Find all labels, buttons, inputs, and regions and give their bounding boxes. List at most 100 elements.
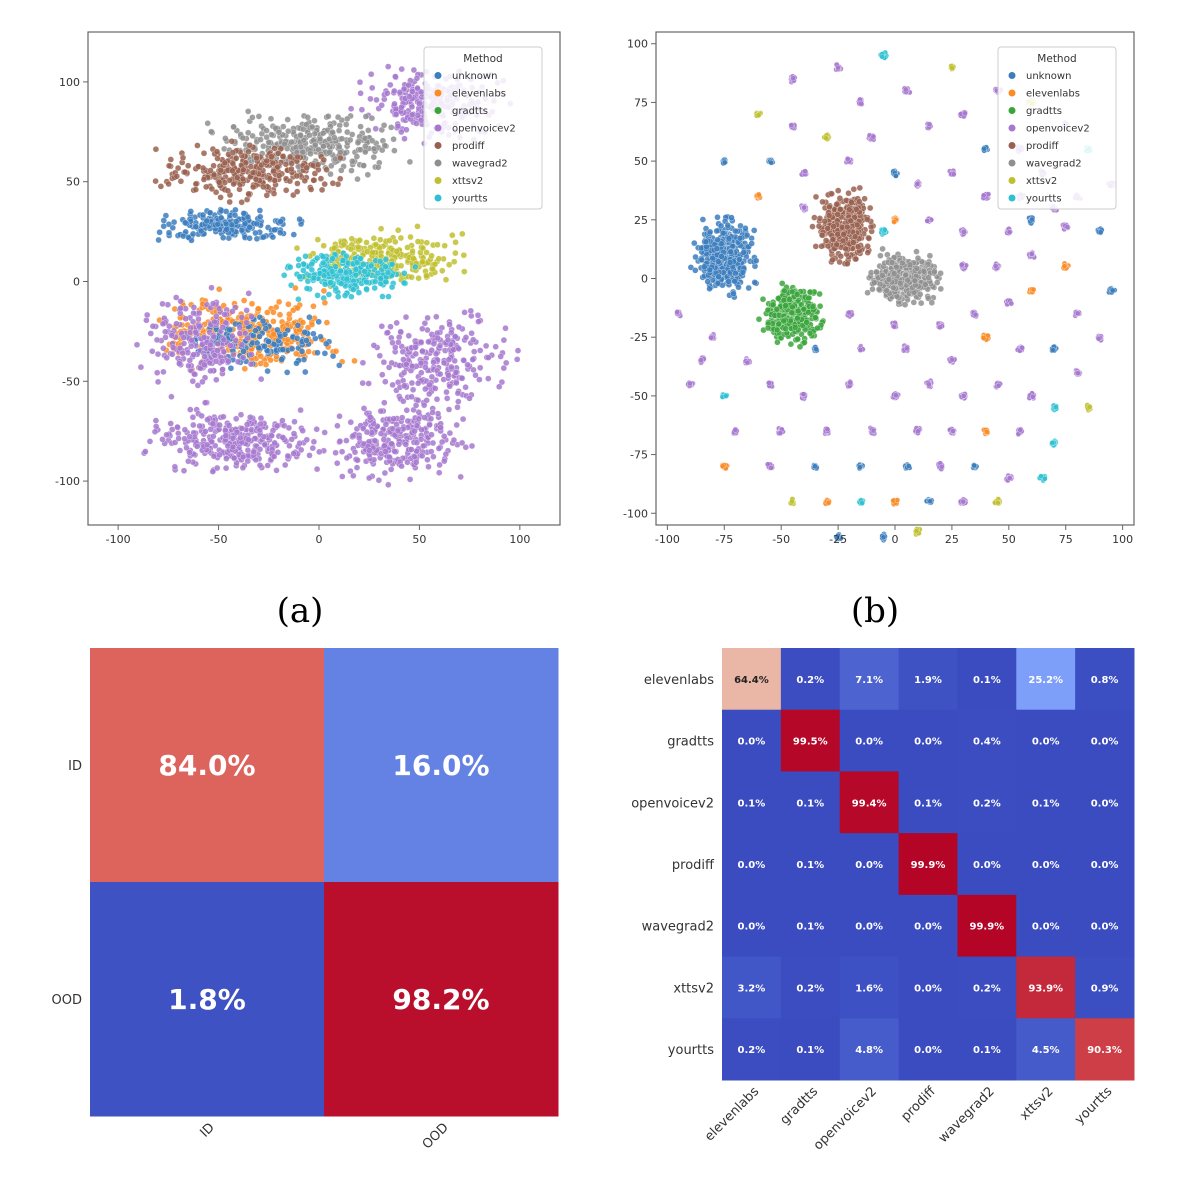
point-openvoicev2 <box>399 348 406 355</box>
x-tick-label: -50 <box>210 533 228 546</box>
point-openvoicev2 <box>359 379 366 387</box>
point-xttsv2 <box>419 244 427 252</box>
point-prodiff <box>286 153 294 161</box>
point-openvoicev2 <box>406 476 414 483</box>
point-openvoicev2 <box>338 448 346 455</box>
point-prodiff <box>217 167 224 174</box>
point-xttsv2 <box>369 249 376 256</box>
point-openvoicev2 <box>454 390 462 397</box>
point-openvoicev2 <box>394 122 402 130</box>
point-openvoicev2 <box>388 466 395 473</box>
point-prodiff <box>855 243 862 250</box>
point-openvoicev2 <box>196 422 203 430</box>
point-wavegrad2 <box>349 131 356 138</box>
point-wavegrad2 <box>353 153 361 160</box>
point-openvoicev2 <box>154 350 162 358</box>
point-gradtts <box>782 302 789 309</box>
point-wavegrad2 <box>920 268 928 275</box>
point-wavegrad2 <box>320 143 327 150</box>
point-openvoicev2 <box>256 426 263 434</box>
point-prodiff <box>239 175 247 183</box>
point-xttsv2 <box>449 232 456 239</box>
point-xttsv2 <box>419 258 426 265</box>
point-openvoicev2 <box>163 354 170 361</box>
point-prodiff <box>271 145 278 152</box>
point-yourtts <box>388 283 396 291</box>
point-prodiff <box>845 190 852 197</box>
point-wavegrad2 <box>306 132 313 139</box>
point-unknown <box>192 223 199 230</box>
point-openvoicev2 <box>434 334 441 342</box>
legend-marker-wavegrad2 <box>434 159 442 167</box>
point-yourtts <box>319 259 327 267</box>
point-unknown <box>706 285 713 292</box>
point-unknown <box>732 227 739 235</box>
point-xttsv2 <box>441 242 448 249</box>
point-prodiff <box>864 249 871 256</box>
point-prodiff <box>173 173 180 180</box>
point-prodiff <box>268 153 275 160</box>
point-prodiff <box>228 138 235 145</box>
point-elevenlabs <box>273 303 280 311</box>
point-unknown <box>277 229 284 236</box>
point-prodiff <box>848 199 855 206</box>
point-openvoicev2 <box>460 357 467 364</box>
point-prodiff <box>203 183 210 191</box>
point-xttsv2 <box>452 239 459 246</box>
point-unknown <box>718 253 725 260</box>
legend-title: Method <box>463 53 502 65</box>
point-elevenlabs <box>276 311 284 318</box>
point-wavegrad2 <box>344 115 351 123</box>
point-openvoicev2 <box>430 359 437 366</box>
point-openvoicev2 <box>477 364 484 371</box>
point-unknown <box>269 233 277 241</box>
point-unknown <box>259 317 267 325</box>
point-openvoicev2 <box>159 300 166 308</box>
point-yourtts <box>350 286 357 293</box>
point-openvoicev2 <box>405 81 412 89</box>
point-yourtts <box>360 261 367 268</box>
point-openvoicev2 <box>260 433 268 440</box>
point-yourtts <box>337 267 344 275</box>
point-prodiff <box>253 154 260 162</box>
point-openvoicev2 <box>415 409 422 416</box>
point-wavegrad2 <box>360 162 367 169</box>
point-openvoicev2 <box>429 409 436 416</box>
point-openvoicev2 <box>233 429 241 436</box>
point-openvoicev2 <box>230 454 238 462</box>
x-tick-label: -100 <box>106 533 131 546</box>
point-openvoicev2 <box>474 312 482 319</box>
point-openvoicev2 <box>160 345 167 352</box>
point-unknown <box>336 362 343 369</box>
point-unknown <box>719 229 727 237</box>
legend-label-wavegrad2: wavegrad2 <box>452 159 508 170</box>
point-unknown <box>226 326 233 334</box>
point-unknown <box>223 220 230 228</box>
point-openvoicev2 <box>475 318 482 325</box>
point-elevenlabs <box>270 309 277 316</box>
point-openvoicev2 <box>453 379 460 387</box>
point-xttsv2 <box>451 258 458 265</box>
point-prodiff <box>185 162 192 169</box>
point-unknown <box>256 207 264 214</box>
point-openvoicev2 <box>367 95 374 103</box>
point-unknown <box>301 329 308 336</box>
point-unknown <box>698 256 705 263</box>
legend-marker-openvoicev2 <box>434 124 442 132</box>
point-unknown <box>274 326 281 334</box>
point-openvoicev2 <box>391 448 398 455</box>
point-wavegrad2 <box>391 147 398 154</box>
point-yourtts <box>302 253 309 260</box>
point-elevenlabs <box>264 309 271 316</box>
point-wavegrad2 <box>354 175 361 183</box>
point-prodiff <box>177 178 185 185</box>
point-openvoicev2 <box>227 342 234 349</box>
x-tick-label: 50 <box>412 533 426 546</box>
point-wavegrad2 <box>307 150 314 157</box>
legend-marker-xttsv2 <box>434 177 442 184</box>
point-unknown <box>279 346 286 353</box>
point-prodiff <box>834 231 841 238</box>
point-openvoicev2 <box>164 301 171 308</box>
point-gradtts <box>782 325 789 332</box>
point-yourtts <box>382 263 389 270</box>
